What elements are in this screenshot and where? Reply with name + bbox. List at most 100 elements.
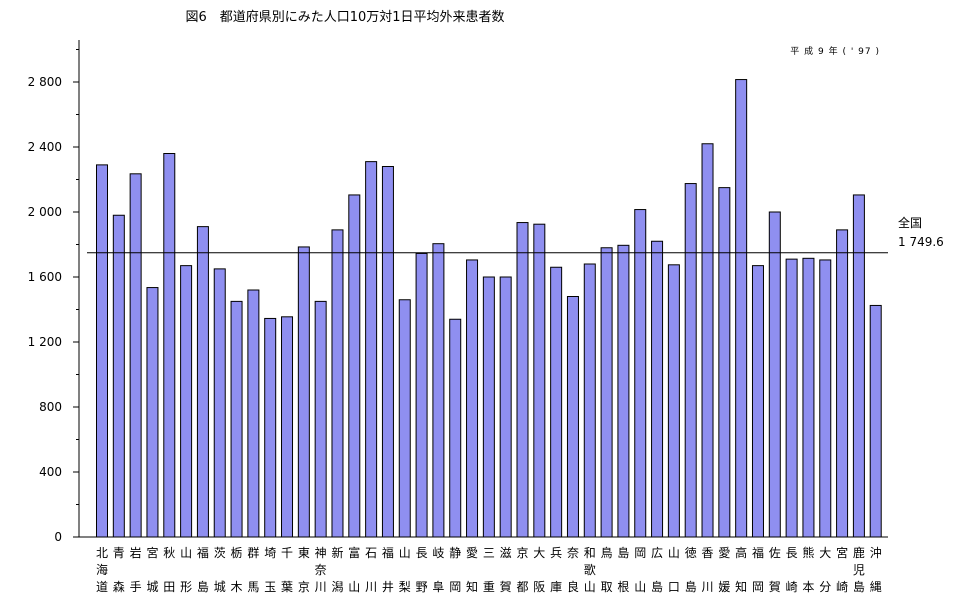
category-label: 佐賀 (769, 546, 781, 594)
category-label: 岩手 (130, 545, 142, 594)
bar (819, 259, 832, 538)
category-label: 滋賀 (500, 546, 512, 594)
bar (701, 143, 714, 538)
category-label: 福井 (382, 545, 394, 594)
category-label: 鳥取 (601, 545, 613, 594)
y-tick-label: 0 (54, 530, 62, 544)
category-label: 埼玉 (264, 546, 276, 594)
category-label: 徳島 (685, 545, 697, 594)
bar (331, 229, 344, 538)
y-tick-label: 2 400 (28, 140, 62, 154)
bar (432, 243, 445, 538)
category-label: 青森 (113, 546, 125, 594)
bar (365, 161, 378, 538)
bar (96, 164, 108, 538)
bar (617, 244, 630, 538)
category-label: 和歌山 (584, 546, 596, 594)
bar (718, 187, 731, 538)
bar (533, 223, 546, 538)
reference-line-group: 全国 1 749.6 (87, 215, 944, 254)
bar (499, 276, 512, 538)
bar (651, 240, 664, 538)
bar (684, 183, 697, 538)
bar (550, 266, 563, 538)
category-label: 愛知 (466, 546, 478, 594)
bar (297, 246, 310, 538)
bar (566, 296, 579, 538)
bar (583, 263, 596, 538)
bar (836, 229, 849, 538)
category-label: 広島 (651, 546, 663, 594)
bar (667, 264, 680, 538)
bars (96, 79, 882, 538)
category-label: 静岡 (449, 546, 461, 594)
chart-title: 図6 都道府県別にみた人口10万対1日平均外来患者数 (185, 10, 505, 25)
bar (852, 194, 865, 538)
category-label: 香川 (702, 546, 714, 594)
bar (129, 173, 142, 538)
category-label: 岡山 (634, 546, 646, 594)
reference-line-label: 全国 (898, 215, 922, 230)
bar (482, 276, 495, 538)
bar (802, 257, 815, 538)
category-label: 沖縄 (870, 546, 882, 594)
bar (381, 166, 394, 538)
category-label: 大阪 (533, 546, 545, 594)
y-tick-label: 400 (39, 465, 62, 479)
bar (163, 153, 176, 538)
category-label: 熊本 (802, 545, 814, 594)
category-label: 愛媛 (718, 546, 730, 594)
category-labels: 北海道青森岩手宮城秋田山形福島茨城栃木群馬埼玉千葉東京神奈川新潟富山石川福井山梨… (96, 545, 882, 594)
category-label: 秋田 (163, 546, 175, 594)
category-label: 高知 (735, 545, 747, 594)
category-label: 茨城 (214, 546, 226, 594)
bar (264, 317, 277, 538)
category-label: 群馬 (247, 546, 259, 594)
category-label: 島根 (617, 545, 629, 594)
bar (449, 318, 462, 538)
category-label: 鹿児島 (853, 545, 865, 594)
y-tick-label: 1 600 (28, 270, 62, 284)
bar (146, 287, 159, 538)
bar (415, 252, 428, 538)
category-label: 福岡 (752, 545, 764, 594)
bar (213, 268, 226, 538)
category-label: 福島 (197, 545, 209, 594)
bar (600, 247, 613, 538)
bar (466, 259, 479, 538)
bar (314, 300, 327, 538)
bar (196, 226, 209, 538)
bar (230, 300, 243, 538)
category-label: 富山 (348, 545, 360, 594)
category-label: 山梨 (399, 546, 411, 594)
y-tick-label: 2 000 (28, 205, 62, 219)
y-tick-label: 2 800 (28, 75, 62, 89)
category-label: 東京 (298, 546, 310, 594)
category-label: 京都 (516, 546, 528, 594)
category-label: 奈良 (567, 546, 579, 594)
bar (751, 265, 764, 538)
bar (112, 214, 125, 538)
bar (869, 304, 882, 538)
category-label: 三重 (483, 546, 495, 594)
category-label: 新潟 (331, 545, 343, 594)
chart-note: 平 成 9 年 ( ' 97 ) (790, 47, 880, 57)
category-label: 宮城 (146, 545, 158, 594)
bar (247, 289, 260, 538)
bar (735, 79, 748, 538)
category-label: 山形 (180, 546, 192, 594)
category-label: 北海道 (96, 546, 108, 594)
bar (398, 299, 411, 538)
bar (634, 209, 647, 538)
bar (768, 211, 781, 538)
category-label: 山口 (668, 546, 680, 594)
category-label: 兵庫 (550, 546, 562, 594)
category-label: 神奈川 (315, 546, 327, 594)
bar (785, 258, 798, 538)
category-label: 石川 (365, 546, 377, 594)
bar (348, 194, 361, 538)
y-tick-label: 800 (39, 400, 62, 414)
reference-line-value: 1 749.6 (898, 235, 944, 249)
category-label: 長野 (416, 546, 428, 594)
